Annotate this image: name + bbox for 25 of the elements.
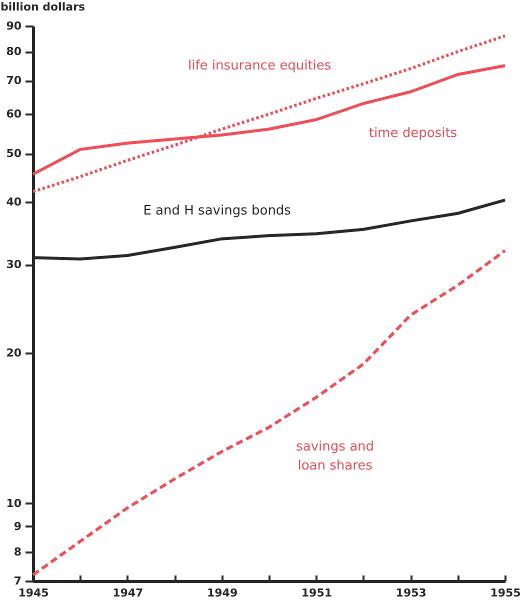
y-tick-label: 60 bbox=[6, 108, 22, 121]
x-tick-label: 1951 bbox=[301, 586, 332, 600]
x-tick-label: 1949 bbox=[206, 586, 238, 600]
y-tick-label: 8 bbox=[14, 545, 22, 558]
y-tick-label: 40 bbox=[6, 196, 22, 209]
y-tick-label: 50 bbox=[6, 147, 22, 160]
y-tick-label: 7 bbox=[14, 574, 22, 588]
y-tick-label: 90 bbox=[6, 20, 22, 32]
x-tick-label: 1955 bbox=[490, 586, 521, 600]
x-tick-label: 1947 bbox=[112, 586, 144, 600]
y-tick-label: 70 bbox=[6, 74, 22, 88]
line-series bbox=[32, 34, 506, 194]
series-label: savings and loan shares bbox=[296, 439, 374, 474]
x-tick-label: 1945 bbox=[18, 586, 49, 600]
y-tick-label: 80 bbox=[6, 45, 22, 58]
y-axis-title: billion dollars bbox=[0, 0, 86, 14]
series-label: life insurance equities bbox=[188, 58, 332, 74]
x-tick-label: 1953 bbox=[396, 586, 426, 600]
y-tick-label: 30 bbox=[6, 258, 22, 272]
y-tick-label: 9 bbox=[14, 520, 22, 533]
y-tick-label: 20 bbox=[6, 346, 22, 360]
series-label: time deposits bbox=[368, 126, 458, 142]
series-label: E and H savings bonds bbox=[143, 204, 292, 219]
line-series bbox=[32, 249, 506, 576]
y-tick-label: 10 bbox=[6, 496, 22, 510]
